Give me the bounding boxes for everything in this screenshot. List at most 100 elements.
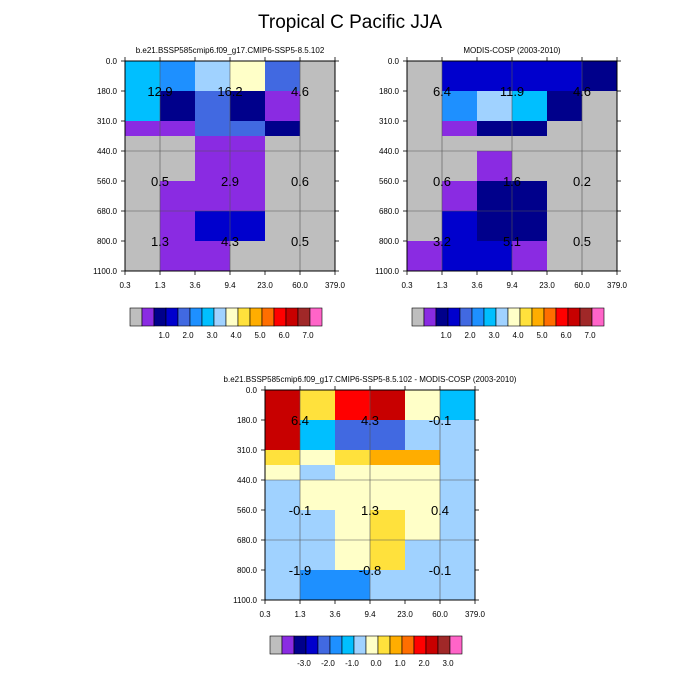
heatmap-cell [300, 570, 336, 601]
heatmap-cell [160, 121, 196, 137]
colorbar-swatch [567, 307, 581, 327]
colorbar-label: 0.0 [370, 659, 382, 668]
heatmap-cell [195, 181, 231, 212]
heatmap-cell [407, 211, 443, 242]
heatmap-cell [442, 61, 478, 92]
heatmap-cell [512, 181, 548, 212]
heatmap-cell [230, 91, 266, 122]
colorbar-label: 1.0 [158, 331, 170, 340]
heatmap-cell [300, 420, 336, 451]
x-tick-label: 379.0 [465, 610, 486, 619]
colorbar-swatch [411, 307, 425, 327]
cell-value-label: 6.4 [291, 413, 309, 428]
heatmap-cell [440, 390, 476, 421]
colorbar-swatch [471, 307, 485, 327]
heatmap-cell [370, 390, 406, 421]
y-tick-label: 180.0 [237, 416, 258, 425]
heatmap-cell [370, 540, 406, 571]
heatmap-cell [582, 61, 618, 92]
heatmap-cell [230, 211, 266, 242]
panel-title: b.e21.BSSP585cmip6.f09_g17.CMIP6-SSP5-8.… [224, 375, 517, 384]
heatmap-cell [405, 480, 441, 511]
heatmap-cell [300, 540, 336, 571]
heatmap-cell [335, 420, 371, 451]
heatmap-cell [547, 151, 583, 182]
cell-value-label: 4.6 [291, 84, 309, 99]
heatmap-cell [125, 211, 161, 242]
y-tick-label: 310.0 [379, 117, 400, 126]
colorbar-label: 4.0 [512, 331, 524, 340]
x-tick-label: 1.3 [154, 281, 166, 290]
heatmap-cell [265, 211, 301, 242]
colorbar-swatch [213, 307, 227, 327]
colorbar-swatch [435, 307, 449, 327]
heatmap-cell [477, 121, 513, 137]
cell-value-label: 0.5 [151, 174, 169, 189]
heatmap-cell [370, 570, 406, 601]
colorbar-swatch [153, 307, 167, 327]
heatmap-cell [300, 241, 336, 272]
cell-value-label: 0.5 [573, 234, 591, 249]
heatmap-cell [407, 121, 443, 137]
heatmap-cell [335, 570, 371, 601]
heatmap-cell [582, 211, 618, 242]
colorbar: 1.0 2.0 3.0 4.0 5.0 6.0 7.0 [411, 307, 605, 340]
heatmap-cell [335, 450, 371, 466]
colorbar-label: 1.0 [440, 331, 452, 340]
colorbar-swatch [329, 635, 343, 655]
colorbar-swatch [365, 635, 379, 655]
x-tick-label: 379.0 [325, 281, 346, 290]
cell-value-label: 1.3 [361, 503, 379, 518]
y-tick-label: 800.0 [237, 566, 258, 575]
heatmap-cell [230, 241, 266, 272]
cell-value-label: 11.9 [500, 84, 524, 99]
colorbar-swatch [449, 635, 463, 655]
heatmap-cell [265, 151, 301, 182]
y-tick-label: 800.0 [379, 237, 400, 246]
x-tick-label: 3.6 [189, 281, 201, 290]
heatmap-cell [125, 136, 161, 152]
heatmap-cell [335, 480, 371, 511]
heatmap-cell [265, 121, 301, 137]
heatmap-cell [405, 570, 441, 601]
colorbar-label: 3.0 [206, 331, 218, 340]
cell-value-label: 4.3 [221, 234, 239, 249]
cell-value-label: -0.8 [359, 563, 381, 578]
heatmap-cell [547, 91, 583, 122]
heatmap-cell [335, 540, 371, 571]
heatmap-cell [547, 211, 583, 242]
heatmap-cell [442, 91, 478, 122]
heatmap-cell [195, 121, 231, 137]
heatmap-cell [195, 241, 231, 272]
heatmap-cell [195, 61, 231, 92]
colorbar-swatch [285, 307, 299, 327]
heatmap-cell [512, 61, 548, 92]
cell-value-label: -0.1 [429, 563, 451, 578]
heatmap-cell [125, 61, 161, 92]
heatmap-cell [195, 151, 231, 182]
heatmap-cell [442, 121, 478, 137]
heatmap-cell [582, 241, 618, 272]
heatmap-cell [300, 465, 336, 481]
colorbar-swatch [555, 307, 569, 327]
x-tick-label: 0.3 [119, 281, 131, 290]
colorbar-swatch [519, 307, 533, 327]
colorbar-swatch [249, 307, 263, 327]
panel-title: MODIS-COSP (2003-2010) [463, 46, 561, 55]
colorbar-swatch [447, 307, 461, 327]
x-tick-label: 9.4 [224, 281, 236, 290]
colorbar-swatch [201, 307, 215, 327]
cell-value-label: 1.3 [151, 234, 169, 249]
x-tick-label: 1.3 [294, 610, 306, 619]
heatmap-cell [370, 510, 406, 541]
cell-value-label: 0.4 [431, 503, 449, 518]
colorbar-swatch [543, 307, 557, 327]
heatmap-cell [195, 211, 231, 242]
heatmap-cell [300, 450, 336, 466]
x-tick-label: 60.0 [432, 610, 448, 619]
heatmap-cell [265, 570, 301, 601]
y-tick-label: 1100.0 [375, 267, 399, 276]
heatmap-cell [230, 151, 266, 182]
heatmap-cell [335, 390, 371, 421]
